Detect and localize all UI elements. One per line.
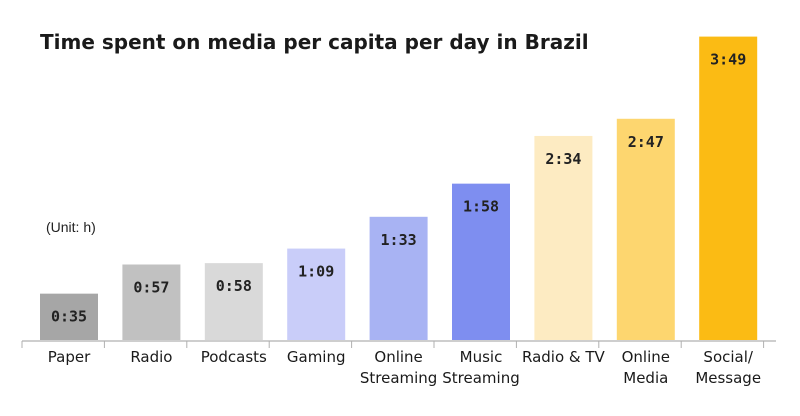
category-label: Online Media [622, 348, 670, 387]
labels-layer: 0:35 0:57 0:58 1:09 1:33 1:58 2:34 2:47 3:49 [51, 51, 746, 326]
category-label-line: Media [623, 369, 668, 387]
category-label-line: Streaming [360, 369, 437, 387]
bar-value-label: 0:58 [216, 277, 252, 295]
category-label-line: Gaming [287, 348, 346, 366]
bars-layer [40, 36, 758, 341]
bar-value-label: 1:09 [298, 263, 334, 281]
category-label-line: Podcasts [201, 348, 267, 366]
category-label: Radio [130, 348, 172, 366]
bar [369, 216, 428, 340]
category-label-line: Streaming [442, 369, 519, 387]
bar-value-label: 2:34 [545, 150, 581, 168]
category-label: Online Streaming [360, 348, 437, 387]
bar [616, 118, 675, 341]
unit-note: (Unit: h) [46, 219, 96, 235]
bar-value-label: 0:57 [133, 278, 169, 296]
category-label-line: Radio & TV [522, 348, 606, 366]
bar-value-label: 3:49 [710, 51, 746, 69]
bar-value-label: 1:58 [463, 198, 499, 216]
category-label-line: Online [374, 348, 422, 366]
category-label: Music Streaming [442, 348, 519, 387]
chart-title: Time spent on media per capita per day i… [40, 30, 589, 54]
bar [452, 183, 510, 340]
x-axis: Paper Radio Podcasts Gaming Online StreamingM… [21, 340, 776, 387]
bar-value-label: 2:47 [628, 133, 664, 151]
category-label: Social/Message [695, 348, 761, 387]
bar [534, 135, 593, 340]
bar-value-label: 0:35 [51, 308, 87, 326]
bar [40, 293, 98, 340]
category-label: Podcasts [201, 348, 267, 366]
bar [699, 36, 758, 340]
category-label: Radio & TV [522, 348, 606, 366]
category-label-line: Message [695, 369, 761, 387]
category-label-line: Online [622, 348, 670, 366]
bar-value-label: 1:33 [381, 231, 417, 249]
bar [287, 248, 346, 340]
category-label: Paper [48, 348, 91, 366]
category-label-line: Paper [48, 348, 91, 366]
category-label-line: Music [460, 348, 503, 366]
category-label: Gaming [287, 348, 346, 366]
category-label-line: Radio [130, 348, 172, 366]
category-label-line: Social/ [703, 348, 753, 366]
bar [122, 264, 181, 340]
bar [204, 263, 263, 340]
